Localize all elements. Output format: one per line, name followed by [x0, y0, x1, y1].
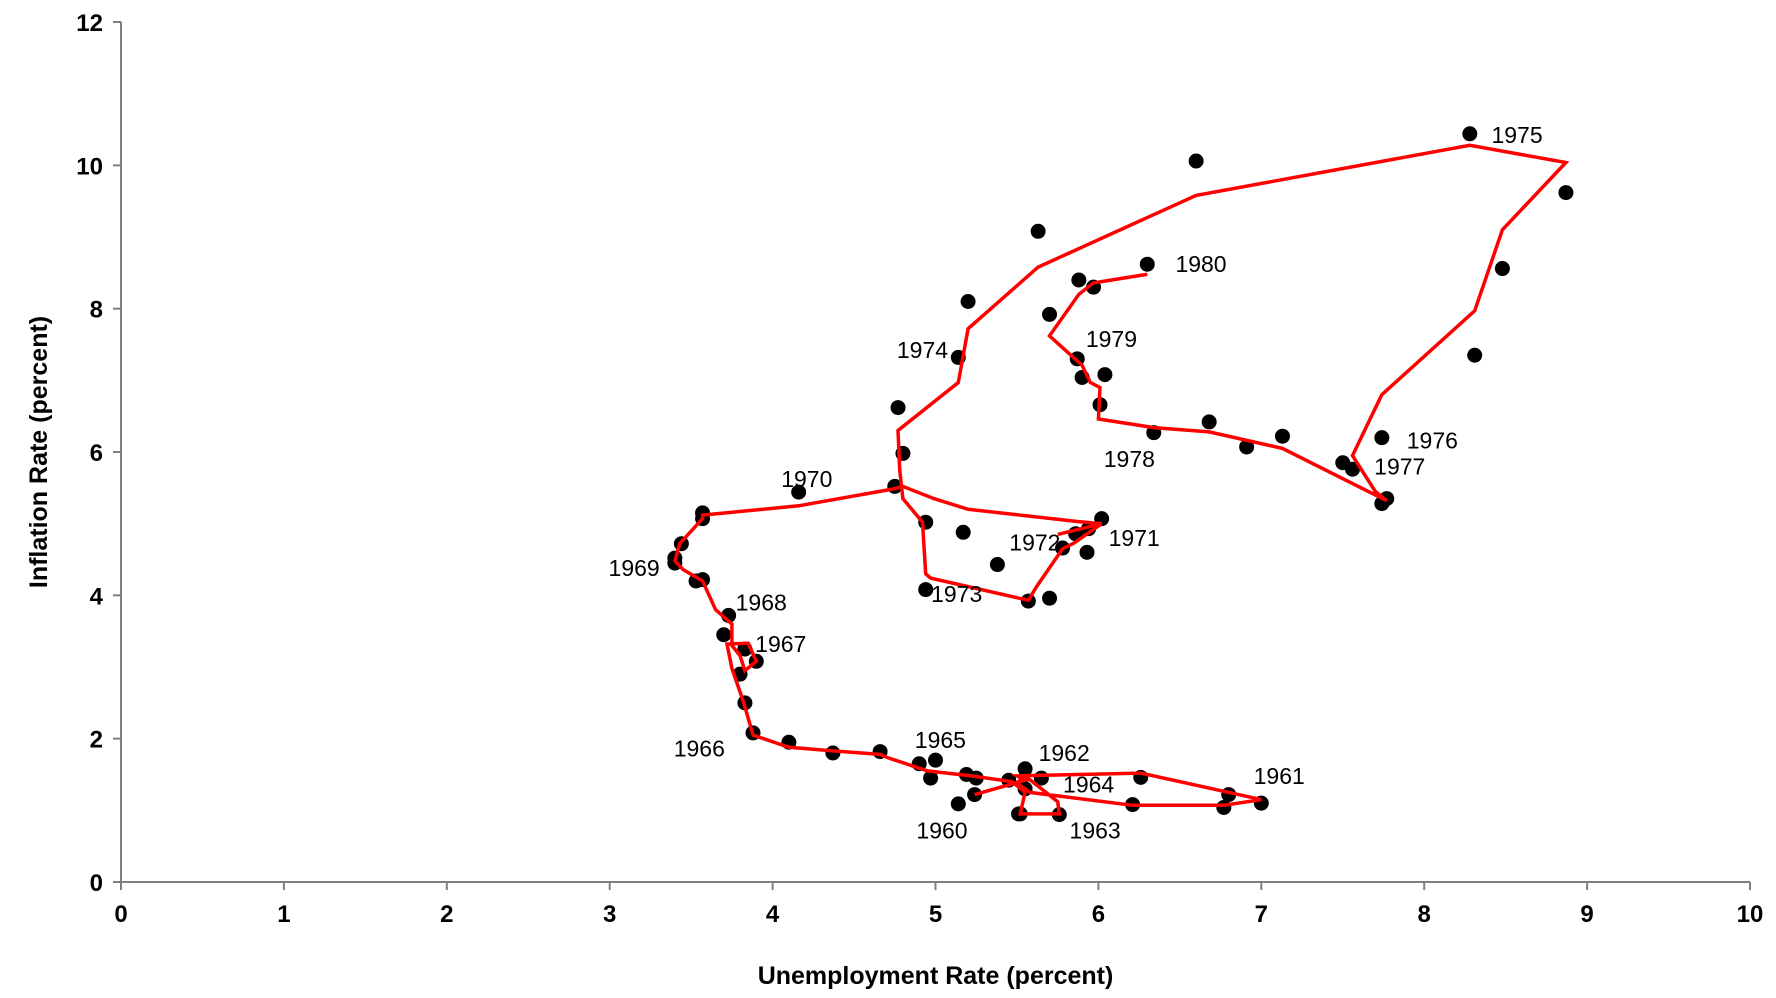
- data-point: [688, 573, 704, 589]
- data-point: [1079, 544, 1095, 560]
- data-point: [955, 524, 971, 540]
- x-axis-title: Unemployment Rate (percent): [758, 962, 1114, 990]
- year-label: 1961: [1254, 763, 1305, 789]
- data-point: [1558, 185, 1574, 201]
- year-label: 1964: [1063, 772, 1114, 798]
- year-label: 1962: [1039, 740, 1090, 766]
- x-tick-label: 1: [277, 901, 290, 928]
- year-label: 1966: [674, 736, 725, 762]
- x-axis-ticks: 0 1 2 3 4 5 6 7 8 9 10: [114, 882, 1763, 928]
- year-label: 1970: [781, 466, 832, 492]
- y-tick-label: 6: [90, 440, 103, 467]
- year-label: 1977: [1374, 453, 1425, 479]
- year-label: 1965: [915, 727, 966, 753]
- data-point: [1462, 126, 1478, 142]
- data-point: [928, 752, 943, 768]
- data-point: [1017, 761, 1033, 777]
- x-tick-label: 7: [1255, 901, 1268, 928]
- data-point: [1042, 306, 1058, 322]
- data-point: [1239, 439, 1255, 455]
- data-point: [1374, 430, 1390, 446]
- year-label: 1960: [916, 817, 967, 843]
- data-point: [1139, 256, 1155, 272]
- y-tick-label: 8: [90, 297, 103, 324]
- year-label: 1968: [736, 590, 787, 616]
- data-point: [918, 582, 934, 598]
- data-point: [1274, 428, 1290, 444]
- year-label: 1980: [1175, 251, 1226, 277]
- year-label: 1969: [609, 555, 660, 581]
- x-tick-label: 10: [1737, 901, 1764, 928]
- data-point: [716, 627, 732, 643]
- data-point: [1201, 414, 1217, 430]
- plot-area: [121, 22, 1750, 882]
- y-axis-ticks: 0 2 4 6 8 10 12: [76, 10, 121, 897]
- data-point: [1030, 223, 1046, 239]
- data-point: [1097, 367, 1113, 383]
- data-point: [890, 400, 906, 416]
- data-point: [1042, 590, 1058, 606]
- data-point: [1188, 153, 1204, 169]
- year-label: 1979: [1086, 326, 1137, 352]
- y-tick-label: 0: [90, 870, 103, 897]
- y-tick-label: 12: [76, 10, 103, 37]
- year-label: 1978: [1104, 446, 1155, 472]
- data-point: [695, 505, 711, 521]
- data-point: [1467, 347, 1483, 363]
- y-tick-label: 4: [90, 583, 104, 610]
- x-tick-label: 0: [114, 901, 127, 928]
- year-label: 1967: [755, 631, 806, 657]
- data-point: [960, 294, 976, 309]
- x-tick-label: 9: [1580, 901, 1593, 928]
- year-labels: 1960 1961 1962 1963 1964 1965 1966 1967 1968 1969…: [609, 122, 1543, 843]
- data-point: [989, 557, 1005, 573]
- year-label: 1974: [897, 337, 948, 363]
- year-label: 1975: [1491, 122, 1542, 148]
- connecting-line: [672, 143, 1570, 816]
- year-label: 1972: [1009, 529, 1060, 555]
- x-tick-label: 8: [1418, 901, 1431, 928]
- year-label: 1971: [1109, 525, 1160, 551]
- x-tick-label: 4: [766, 901, 780, 928]
- x-tick-label: 5: [929, 901, 942, 928]
- x-tick-label: 6: [1092, 901, 1105, 928]
- data-point: [1071, 272, 1087, 288]
- year-label: 1963: [1070, 817, 1121, 843]
- year-label: 1973: [931, 581, 982, 607]
- data-point: [950, 796, 966, 812]
- y-axis-title: Inflation Rate (percent): [25, 316, 53, 588]
- x-tick-label: 2: [440, 901, 453, 928]
- data-point: [1335, 455, 1351, 471]
- data-point: [1216, 799, 1232, 815]
- data-point: [923, 770, 939, 786]
- data-point: [791, 484, 807, 500]
- x-tick-label: 3: [603, 901, 616, 928]
- y-tick-label: 10: [76, 153, 103, 180]
- data-point: [1494, 261, 1510, 277]
- y-tick-label: 2: [90, 727, 103, 754]
- year-label: 1976: [1407, 428, 1458, 454]
